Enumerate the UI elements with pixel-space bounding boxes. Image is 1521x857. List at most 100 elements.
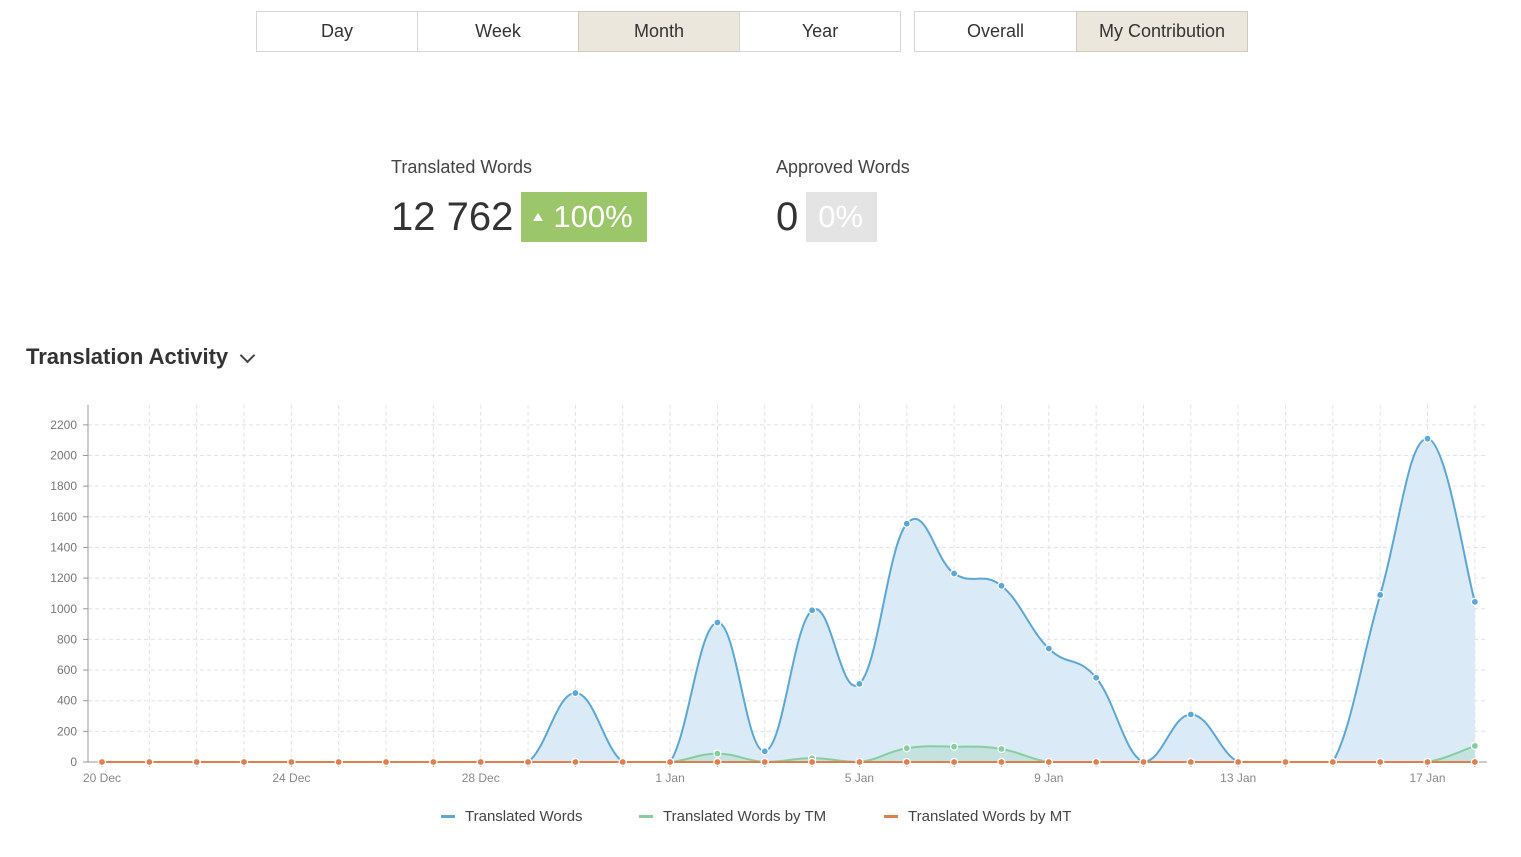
point-tm (950, 742, 959, 751)
period-selector: Day Week Month Year (256, 11, 901, 54)
y-tick-label: 2000 (50, 449, 77, 463)
y-tick-label: 2200 (50, 418, 77, 432)
point-translated (807, 606, 817, 615)
point-tm (902, 744, 911, 753)
point-mt (1423, 757, 1432, 767)
approved-words-label: Approved Words (776, 157, 910, 177)
point-translated (1423, 434, 1432, 443)
legend-swatch (639, 815, 653, 818)
legend-label: Translated Words by MT (908, 808, 1072, 825)
point-translated (997, 581, 1006, 590)
translated-words-value: 12 762 (391, 194, 514, 239)
point-mt (429, 757, 438, 767)
y-tick-label: 600 (57, 663, 77, 677)
point-mt (381, 757, 391, 767)
point-mt (1044, 757, 1053, 767)
y-tick-label: 1000 (50, 602, 77, 616)
point-tm (1470, 741, 1479, 751)
point-tm (997, 744, 1006, 754)
point-translated (1376, 590, 1385, 600)
point-mt (760, 757, 769, 767)
point-mt (1092, 757, 1101, 767)
legend-item-translated[interactable]: Translated Words (441, 808, 583, 825)
point-translated (1186, 710, 1195, 719)
point-translated (950, 569, 959, 578)
translation-activity-dropdown[interactable]: Translation Activity (26, 344, 256, 370)
point-mt (523, 757, 533, 767)
arrow-up-icon (533, 213, 544, 221)
point-mt (950, 757, 959, 767)
legend-label: Translated Words (465, 808, 583, 825)
translated-change-value: 100% (553, 199, 633, 234)
y-tick-label: 0 (70, 755, 77, 769)
section-title: Translation Activity (26, 344, 229, 369)
point-mt (997, 757, 1006, 767)
point-mt (1186, 757, 1195, 767)
point-mt (807, 757, 817, 767)
y-tick-label: 400 (57, 694, 77, 708)
chevron-down-icon (239, 347, 256, 363)
x-tick-label: 1 Jan (655, 771, 684, 785)
legend-swatch (884, 815, 898, 818)
point-mt (902, 757, 911, 767)
period-year-button[interactable]: Year (739, 11, 901, 52)
scope-overall-button[interactable]: Overall (914, 11, 1077, 52)
point-mt (713, 757, 722, 767)
period-day-button[interactable]: Day (256, 11, 418, 52)
point-mt (1470, 757, 1479, 767)
point-mt (1139, 757, 1148, 767)
translation-activity-chart: 0 200 400 600 800 1000 1200 1400 1600 1800 2000 220… (50, 404, 1487, 785)
x-tick-label: 13 Jan (1220, 771, 1256, 785)
point-mt (334, 757, 343, 767)
point-translated (571, 688, 580, 698)
x-tick-label: 20 Dec (83, 771, 121, 785)
point-translated (1470, 597, 1479, 606)
point-mt (618, 757, 627, 767)
translated-change-badge: 100% (521, 192, 647, 242)
point-translated (1092, 673, 1101, 682)
point-mt (665, 757, 675, 767)
point-mt (855, 757, 864, 767)
point-mt (1234, 757, 1243, 767)
point-tm (713, 749, 722, 758)
point-mt (239, 757, 249, 767)
point-mt (97, 757, 107, 767)
y-tick-label: 1800 (50, 479, 77, 493)
legend-label: Translated Words by TM (663, 808, 827, 825)
y-tick-label: 1600 (50, 510, 77, 524)
point-mt (476, 757, 485, 767)
approved-change-badge: 0% (806, 192, 878, 242)
x-tick-label: 9 Jan (1034, 771, 1063, 785)
scope-selector: Overall My Contribution (914, 11, 1248, 54)
point-mt (1281, 757, 1290, 767)
point-mt (1376, 757, 1385, 767)
y-tick-label: 800 (57, 632, 77, 646)
legend-item-tm[interactable]: Translated Words by TM (639, 808, 826, 825)
point-mt (1328, 757, 1337, 767)
approved-change-value: 0% (818, 199, 864, 234)
period-month-button[interactable]: Month (578, 11, 740, 52)
y-tick-label: 200 (57, 724, 77, 738)
point-mt (571, 757, 580, 767)
legend-swatch (441, 815, 455, 818)
point-translated (713, 618, 722, 627)
area-translated (102, 438, 1475, 762)
approved-words-metric: Approved Words 0 0% (776, 157, 910, 242)
y-tick-label: 1200 (50, 571, 77, 585)
x-tick-label: 28 Dec (462, 771, 500, 785)
x-tick-label: 24 Dec (272, 771, 310, 785)
point-translated (902, 519, 911, 528)
legend-item-mt[interactable]: Translated Words by MT (884, 808, 1071, 825)
scope-my-contribution-button[interactable]: My Contribution (1076, 11, 1248, 52)
period-week-button[interactable]: Week (417, 11, 579, 52)
approved-words-value: 0 (776, 194, 799, 239)
point-mt (192, 757, 201, 767)
point-translated (760, 747, 769, 756)
translated-words-metric: Translated Words 12 762 100% (391, 157, 647, 242)
point-mt (145, 757, 154, 767)
x-tick-label: 5 Jan (845, 771, 874, 785)
x-tick-label: 17 Jan (1410, 771, 1446, 785)
y-tick-label: 1400 (50, 540, 77, 554)
translated-words-label: Translated Words (391, 157, 533, 177)
point-translated (855, 679, 864, 688)
